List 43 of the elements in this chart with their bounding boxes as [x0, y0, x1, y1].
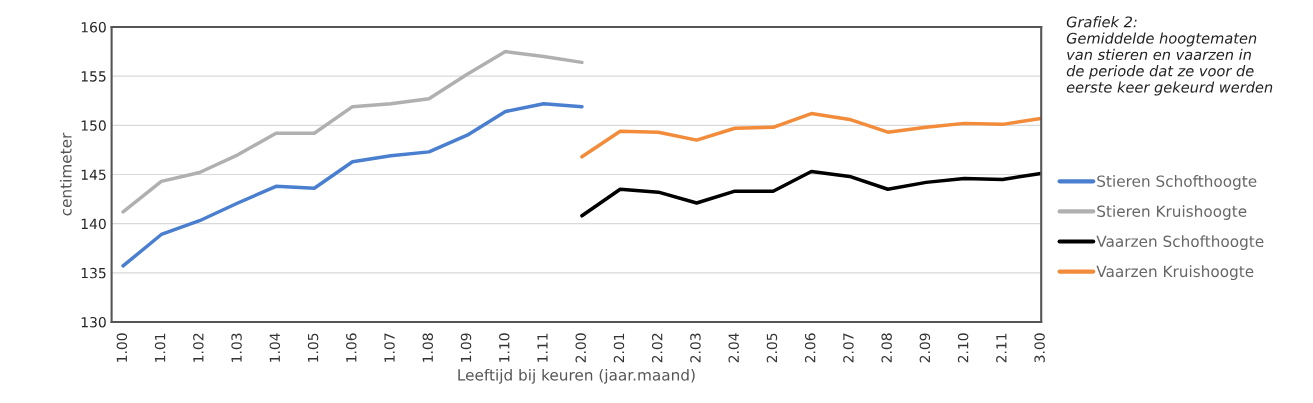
x-tick-label: 1.07	[384, 333, 395, 362]
x-tick-label: 2.04	[728, 333, 739, 363]
x-tick-label: 2.00	[575, 333, 586, 363]
legend-label: Vaarzen Schofthoogte	[1096, 235, 1264, 251]
y-tick-label: 150	[81, 120, 106, 131]
x-tick-label: 1.10	[499, 333, 510, 362]
x-tick-label: 2.02	[651, 333, 663, 363]
x-tick-label: 1.08	[422, 333, 434, 362]
x-tick-label: 2.07	[843, 333, 854, 363]
y-tick-label: 140	[81, 218, 106, 230]
x-tick-label: 3.00	[1034, 333, 1045, 363]
legend-label: Vaarzen Kruishoogte	[1096, 265, 1254, 281]
y-tick-label: 130	[81, 316, 106, 328]
x-tick-label: 1.09	[460, 333, 472, 362]
x-tick-label: 2.01	[613, 333, 625, 363]
x-tick-label: 2.11	[996, 333, 1007, 363]
x-tick-label: 1.05	[307, 333, 319, 362]
x-tick-label: 1.11	[537, 333, 548, 362]
line-series	[580, 111, 1042, 159]
y-axis-title: centimeter	[59, 132, 72, 216]
x-tick-label: 1.00	[116, 333, 128, 362]
x-tick-label: 2.03	[690, 333, 701, 363]
x-tick-label: 1.01	[154, 333, 166, 362]
x-tick-label: 2.06	[804, 333, 816, 363]
x-tick-label: 2.08	[881, 333, 892, 363]
y-tick-label: 155	[81, 71, 106, 82]
x-tick-label: 2.10	[957, 333, 969, 363]
x-tick-label: 2.05	[766, 333, 778, 363]
text: Grafiek 2: Gemiddelde hoogtematen van stieren en vaarzen in de periode dat ze voor de eerste keer gekeurd werden	[1066, 16, 1273, 96]
line-series	[121, 49, 584, 214]
y-tick-label: 135	[81, 267, 106, 279]
y-tick-label: 160	[81, 21, 106, 33]
x-tick-label: 1.04	[269, 333, 281, 362]
y-tick-label: 145	[81, 169, 106, 180]
x-tick-label: 1.03	[231, 333, 242, 362]
x-tick-label: 1.06	[346, 333, 357, 362]
x-tick-label: 1.02	[193, 333, 204, 362]
line-series	[580, 169, 1042, 218]
legend-label: Stieren Schofthoogte	[1097, 175, 1257, 190]
legend-label: Stieren Kruishoogte	[1097, 205, 1247, 220]
x-axis-title: Leeftijd bij keuren (jaar.maand)	[458, 368, 695, 384]
line-series	[121, 101, 584, 268]
x-tick-label: 2.09	[919, 333, 931, 363]
